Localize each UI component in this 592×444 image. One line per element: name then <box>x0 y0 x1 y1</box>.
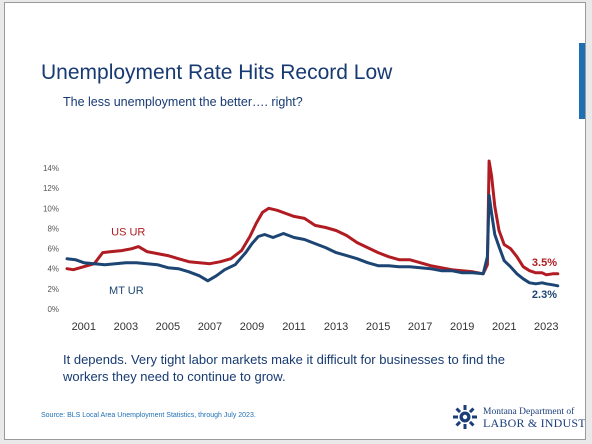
y-tick-label: 8% <box>47 224 59 233</box>
y-tick-label: 2% <box>47 285 59 294</box>
y-tick-label: 14% <box>43 164 59 173</box>
end-label-mt-ur: 2.3% <box>532 289 557 301</box>
logo-line-1: Montana Department of <box>483 407 575 417</box>
y-tick-label: 12% <box>43 184 59 193</box>
x-tick-label: 2019 <box>450 321 474 333</box>
x-tick-label: 2021 <box>492 321 516 333</box>
logo-line-2: LABOR & INDUSTRY <box>483 416 586 430</box>
slide: Unemployment Rate Hits Record Low The le… <box>4 2 586 440</box>
series-label-us-ur: US UR <box>111 227 145 239</box>
unemployment-line-chart: 0% 2% 4% 6% 8% 10% 12% 14% 2001 2003 2005 2007 2009 2… <box>43 159 560 333</box>
x-tick-label: 2005 <box>156 321 180 333</box>
x-tick-label: 2009 <box>240 321 264 333</box>
series-label-mt-ur: MT UR <box>109 285 144 297</box>
y-tick-label: 0% <box>47 305 59 314</box>
dli-logo: Montana Department of LABOR & INDUSTRY <box>451 403 586 433</box>
series-line-mt-ur <box>65 193 560 288</box>
x-tick-label: 2013 <box>324 321 348 333</box>
y-tick-label: 6% <box>47 245 59 254</box>
x-tick-label: 2015 <box>366 321 390 333</box>
slide-title: Unemployment Rate Hits Record Low <box>41 61 393 84</box>
x-tick-label: 2011 <box>282 321 306 333</box>
x-tick-label: 2003 <box>114 321 138 333</box>
accent-bar <box>579 43 585 119</box>
body-text: It depends. Very tight labor markets mak… <box>63 352 505 384</box>
slide-subtitle: The less unemployment the better…. right… <box>63 95 303 109</box>
x-tick-label: 2023 <box>534 321 558 333</box>
end-label-us-ur: 3.5% <box>532 257 557 269</box>
source-note: Source: BLS Local Area Unemployment Stat… <box>41 412 256 419</box>
x-tick-label: 2017 <box>408 321 432 333</box>
x-tick-label: 2007 <box>198 321 222 333</box>
x-tick-label: 2001 <box>72 321 96 333</box>
y-tick-label: 10% <box>43 204 59 213</box>
gear-sunburst-icon <box>453 405 477 429</box>
y-tick-label: 4% <box>47 265 59 274</box>
series-line-us-ur <box>65 159 560 277</box>
